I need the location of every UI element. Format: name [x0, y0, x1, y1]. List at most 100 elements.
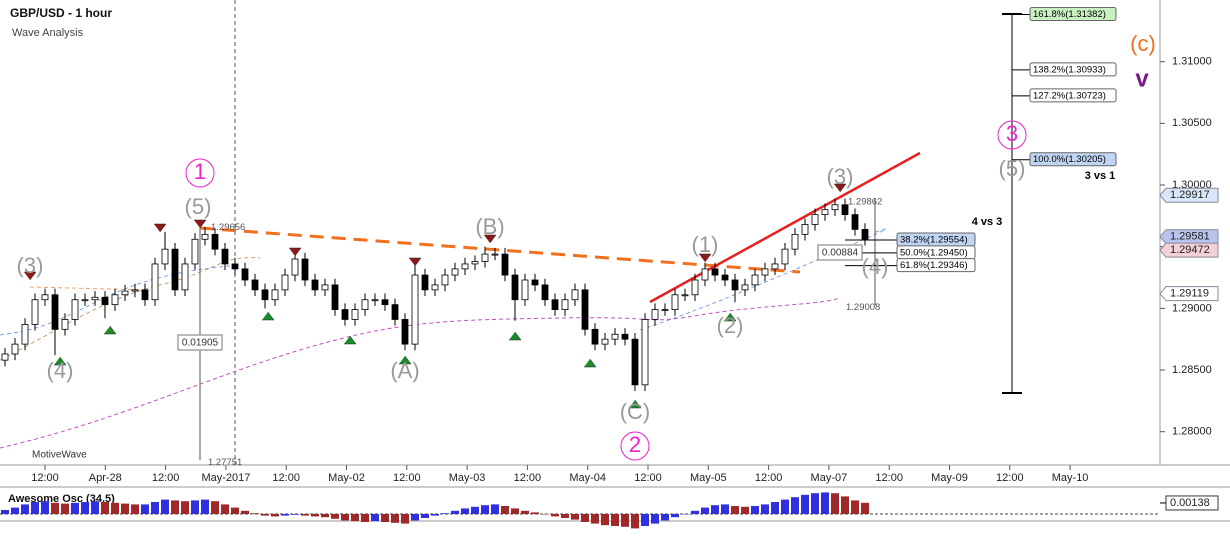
oscillator-bar: [441, 513, 449, 514]
oscillator-bar: [781, 499, 789, 514]
candle-body: [251, 279, 259, 291]
wave-circle: [620, 431, 650, 461]
oscillator-bar: [551, 514, 559, 517]
wave-label: 4 vs 3: [972, 216, 1003, 228]
oscillator-bar: [491, 504, 499, 514]
candle-body: [31, 299, 39, 325]
candle-body: [481, 253, 489, 262]
oscillator-bar: [371, 514, 379, 522]
fib-label: 161.8%(1.31382): [1033, 9, 1106, 20]
candle-body: [151, 263, 159, 301]
candle-body: [41, 294, 49, 301]
x-tick-label: May-04: [569, 472, 606, 484]
fib-label-box: [1029, 88, 1117, 103]
x-tick-label: 12:00: [634, 472, 662, 484]
candle-body: [301, 258, 309, 281]
measure-box: [817, 244, 863, 261]
candle-body: [181, 263, 189, 291]
candle-body: [681, 294, 689, 297]
price-note: 1.29656: [211, 222, 245, 233]
candle-body: [261, 289, 269, 301]
oscillator-bar: [271, 514, 279, 517]
oscillator-bar: [581, 514, 589, 522]
candle-body: [91, 296, 99, 301]
price-marker: [1159, 229, 1219, 245]
x-tick-label: 12:00: [152, 472, 180, 484]
wave-label: (5): [185, 194, 212, 219]
price-note: 1.29862: [848, 197, 882, 208]
candle-body: [441, 274, 449, 286]
candle-body: [561, 299, 569, 310]
swing-high-marker: [484, 234, 497, 244]
price-marker-label: 1.29581: [1170, 231, 1210, 243]
oscillator-bar: [611, 514, 619, 526]
oscillator-bar: [221, 504, 229, 514]
candle-body: [521, 279, 529, 301]
oscillator-bar: [651, 514, 659, 524]
price-note: 1.29008: [846, 302, 880, 313]
candle-body: [211, 233, 219, 250]
oscillator-bar: [591, 514, 599, 524]
candle-body: [141, 289, 149, 301]
price-marker-label: 1.29917: [1170, 189, 1210, 201]
oscillator-bar: [391, 514, 399, 523]
fib-label: 50.0%(1.29450): [900, 247, 968, 258]
oscillator-bar: [501, 506, 509, 514]
x-tick-label: 12:00: [272, 472, 300, 484]
oscillator-bar: [631, 514, 639, 529]
candle-body: [271, 289, 279, 301]
candle-body: [471, 261, 479, 265]
oscillator-bar: [111, 502, 119, 514]
x-tick-label: 12:00: [996, 472, 1024, 484]
measure-label: 0.01905: [182, 338, 219, 349]
oscillator-bar: [91, 501, 99, 514]
wave-label: (B): [475, 214, 504, 239]
oscillator-bar: [351, 514, 359, 522]
oscillator-bar: [161, 499, 169, 514]
y-tick-label: 1.30500: [1172, 117, 1212, 129]
candle-body: [611, 333, 619, 340]
oscillator-bar: [671, 514, 679, 518]
oscillator-bar: [361, 514, 369, 522]
oscillator-bar: [641, 514, 649, 526]
candle-body: [351, 309, 359, 320]
swing-high-marker: [24, 271, 37, 281]
candle-body: [291, 258, 299, 276]
oscillator-bar: [51, 502, 59, 514]
swing-high-marker: [699, 253, 712, 263]
price-marker-label: 1.29472: [1170, 244, 1210, 256]
oscillator-bar: [731, 506, 739, 514]
price-marker: [1159, 242, 1219, 258]
candle-body: [801, 224, 809, 235]
y-tick-label: 1.29000: [1172, 302, 1212, 314]
oscillator-bar: [311, 514, 319, 517]
wave-label: 3 vs 1: [1085, 170, 1116, 182]
fib-label: 138.2%(1.30933): [1033, 64, 1106, 75]
oscillator-bar: [1, 510, 9, 514]
oscillator-bar: [251, 513, 259, 514]
oscillator-bar: [141, 504, 149, 514]
oscillator-bar: [701, 507, 709, 514]
oscillator-bar: [291, 514, 299, 515]
oscillator-bar: [751, 506, 759, 514]
price-marker-label: 1.29119: [1170, 288, 1209, 300]
wave-label: 1: [194, 159, 206, 184]
candle-body: [71, 299, 79, 320]
oscillator-bar: [151, 502, 159, 514]
oscillator-bar: [101, 502, 109, 514]
candle-body: [191, 238, 199, 265]
oscillator-bar: [471, 506, 479, 514]
candle-body: [51, 294, 59, 330]
wave-label: (4): [47, 358, 74, 383]
candle-body: [101, 296, 109, 306]
candle-body: [571, 289, 579, 301]
candle-body: [431, 284, 439, 291]
candle-body: [131, 289, 139, 292]
candle-body: [11, 343, 19, 355]
oscillator-bar: [71, 502, 79, 514]
measure-label: 0.00884: [822, 248, 859, 259]
candle-body: [731, 279, 739, 291]
swing-low-marker: [509, 331, 522, 341]
oscillator-bar: [31, 502, 39, 514]
oscillator-bar: [411, 514, 419, 521]
